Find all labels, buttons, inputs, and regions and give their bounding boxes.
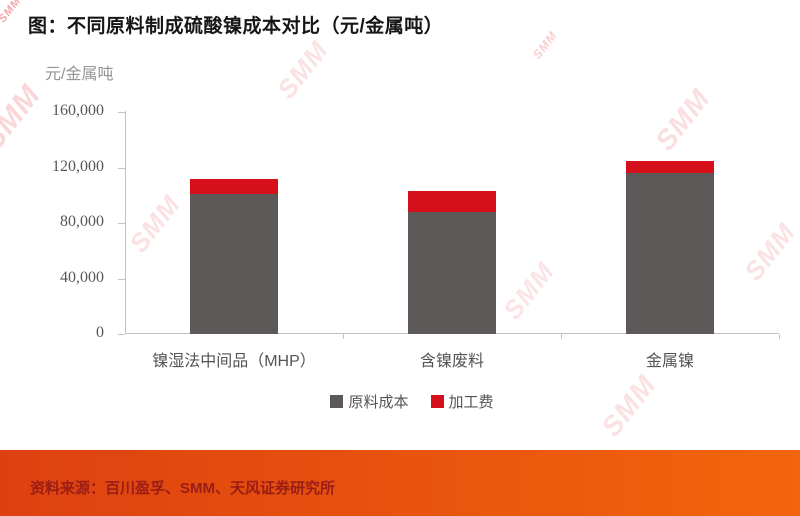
legend-label: 原料成本 <box>348 394 409 411</box>
y-tick-label: 0 <box>96 324 104 341</box>
x-category-label: 金属镍 <box>645 353 694 370</box>
bar-stack <box>626 160 714 334</box>
bar-stack <box>190 178 278 334</box>
y-tick-mark <box>118 167 125 169</box>
legend-label: 加工费 <box>448 394 494 411</box>
legend-swatch-icon <box>330 395 344 408</box>
bar-segment <box>190 193 278 334</box>
smm-watermark: SMM <box>271 35 335 105</box>
y-axis-unit-label: 元/金属吨 <box>45 66 114 83</box>
y-tick-mark <box>118 278 125 280</box>
chart-legend: 原料成本 加工费 <box>85 391 739 412</box>
source-text: 资料来源：百川盈孚、SMM、天风证券研究所 <box>30 480 335 497</box>
bar-segment <box>190 178 278 194</box>
y-tick-label: 160,000 <box>52 102 104 119</box>
legend-item: 加工费 <box>430 391 494 412</box>
x-category-label: 含镍废料 <box>419 353 484 370</box>
smm-watermark: SMM <box>529 28 561 62</box>
x-tick-mark <box>779 334 780 339</box>
bar-segment <box>626 160 714 174</box>
y-tick-mark <box>118 223 125 224</box>
x-category-label: 镍湿法中间品（MHP） <box>152 353 316 370</box>
y-tick-mark <box>118 334 125 335</box>
bar-segment <box>626 173 714 334</box>
figure-title: 图：不同原料制成硫酸镍成本对比（元/金属吨） <box>28 16 444 37</box>
bar-segment <box>408 191 496 212</box>
y-tick-label: 40,000 <box>60 268 104 286</box>
x-tick-mark <box>561 334 562 339</box>
legend-swatch-icon <box>430 395 444 408</box>
y-tick-label: 120,000 <box>52 157 104 175</box>
bar-stack <box>408 191 496 334</box>
smm-watermark: SMM <box>0 0 24 25</box>
y-tick-label: 80,000 <box>60 213 104 230</box>
bar-segment <box>408 211 496 334</box>
legend-item: 原料成本 <box>330 391 409 412</box>
x-tick-mark <box>343 334 344 339</box>
source-footer-bar: 资料来源：百川盈孚、SMM、天风证券研究所 <box>0 450 800 516</box>
y-tick-mark <box>118 112 125 113</box>
